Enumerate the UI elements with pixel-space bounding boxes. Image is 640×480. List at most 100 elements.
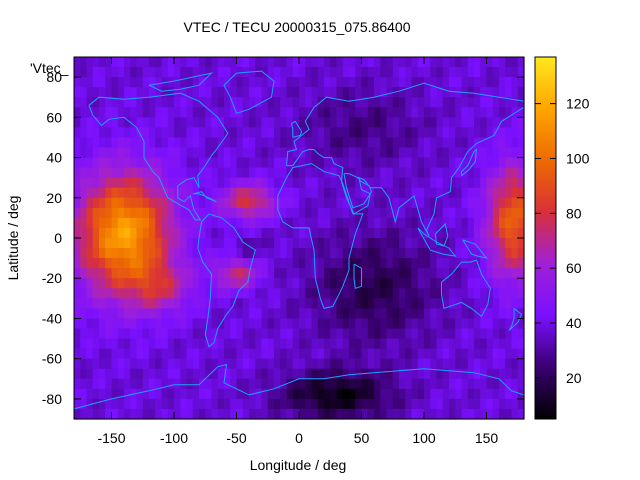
heatmap-cell [180, 288, 188, 299]
heatmap-cell [142, 268, 150, 279]
heatmap-cell [111, 147, 119, 159]
heatmap-cell [224, 97, 231, 108]
heatmap-cell [117, 177, 125, 189]
heatmap-cell [324, 127, 331, 139]
heatmap-cell [292, 137, 300, 149]
heatmap-cell [299, 127, 306, 139]
heatmap-cell [274, 338, 281, 350]
heatmap-cell [280, 127, 288, 139]
heatmap-cell [505, 167, 513, 179]
heatmap-cell [111, 248, 119, 259]
heatmap-cell [205, 248, 213, 259]
heatmap-cell [167, 258, 175, 269]
heatmap-cell [267, 258, 275, 269]
heatmap-cell [286, 217, 294, 229]
heatmap-cell [436, 97, 444, 108]
heatmap-cell [292, 107, 300, 118]
heatmap-cell [224, 348, 231, 360]
heatmap-cell [111, 398, 119, 410]
heatmap-cell [155, 318, 163, 330]
heatmap-cell [486, 338, 494, 350]
heatmap-cell [417, 308, 425, 320]
heatmap-cell [274, 358, 281, 370]
heatmap-cell [299, 288, 306, 299]
heatmap-cell [267, 207, 275, 219]
heatmap-cell [324, 147, 331, 159]
heatmap-cell [424, 127, 431, 139]
heatmap-cell [461, 368, 469, 380]
heatmap-cell [342, 57, 350, 68]
heatmap-cell [242, 187, 250, 199]
heatmap-cell [205, 328, 213, 340]
heatmap-cell [299, 278, 306, 289]
heatmap-cell [336, 117, 344, 128]
heatmap-cell [92, 378, 100, 390]
heatmap-cell [511, 87, 519, 98]
heatmap-cell [130, 268, 138, 279]
heatmap-cell [349, 288, 356, 299]
heatmap-cell [142, 298, 150, 309]
heatmap-cell [411, 338, 419, 350]
heatmap-cell [92, 328, 100, 340]
heatmap-cell [449, 127, 456, 139]
heatmap-cell [455, 308, 463, 320]
heatmap-cell [517, 398, 525, 410]
heatmap-cell [167, 177, 175, 189]
heatmap-cell [317, 227, 325, 239]
heatmap-cell [117, 308, 125, 320]
heatmap-cell [217, 388, 225, 400]
heatmap-cell [474, 217, 481, 229]
heatmap-cell [486, 107, 494, 118]
heatmap-cell [111, 338, 119, 350]
heatmap-cell [124, 278, 131, 289]
heatmap-cell [242, 197, 250, 209]
heatmap-cell [442, 207, 450, 219]
heatmap-cell [267, 238, 275, 249]
heatmap-cell [305, 97, 313, 108]
heatmap-cell [367, 258, 375, 269]
heatmap-cell [186, 217, 194, 229]
heatmap-cell [255, 288, 263, 299]
heatmap-cell [486, 368, 494, 380]
heatmap-cell [292, 308, 300, 320]
heatmap-cell [317, 97, 325, 108]
heatmap-cell [399, 147, 406, 159]
heatmap-cell [86, 207, 94, 219]
heatmap-cell [255, 87, 263, 98]
heatmap-cell [211, 278, 219, 289]
heatmap-cell [367, 107, 375, 118]
heatmap-cell [199, 238, 206, 249]
heatmap-cell [449, 248, 456, 259]
heatmap-cell [142, 207, 150, 219]
heatmap-cell [142, 318, 150, 330]
heatmap-cell [367, 348, 375, 360]
heatmap-cell [417, 328, 425, 340]
heatmap-cell [436, 157, 444, 169]
heatmap-cell [474, 157, 481, 169]
heatmap-cell [142, 368, 150, 380]
heatmap-cell [355, 207, 363, 219]
heatmap-cell [299, 57, 306, 68]
heatmap-cell [474, 388, 481, 400]
heatmap-cell [261, 408, 269, 420]
heatmap-cell [261, 57, 269, 68]
heatmap-cell [136, 378, 144, 390]
heatmap-cell [211, 127, 219, 139]
heatmap-cell [380, 147, 388, 159]
heatmap-cell [461, 127, 469, 139]
heatmap-cell [261, 338, 269, 350]
heatmap-cell [230, 117, 238, 128]
heatmap-cell [474, 97, 481, 108]
heatmap-cell [455, 137, 463, 149]
heatmap-cell [299, 248, 306, 259]
heatmap-cell [461, 197, 469, 209]
heatmap-cell [142, 107, 150, 118]
heatmap-cell [92, 87, 100, 98]
heatmap-cell [480, 87, 488, 98]
heatmap-cell [330, 127, 338, 139]
heatmap-cell [430, 177, 438, 189]
heatmap-cell [255, 137, 263, 149]
heatmap-cell [174, 378, 181, 390]
heatmap-cell [511, 67, 519, 78]
heatmap-cell [430, 157, 438, 169]
